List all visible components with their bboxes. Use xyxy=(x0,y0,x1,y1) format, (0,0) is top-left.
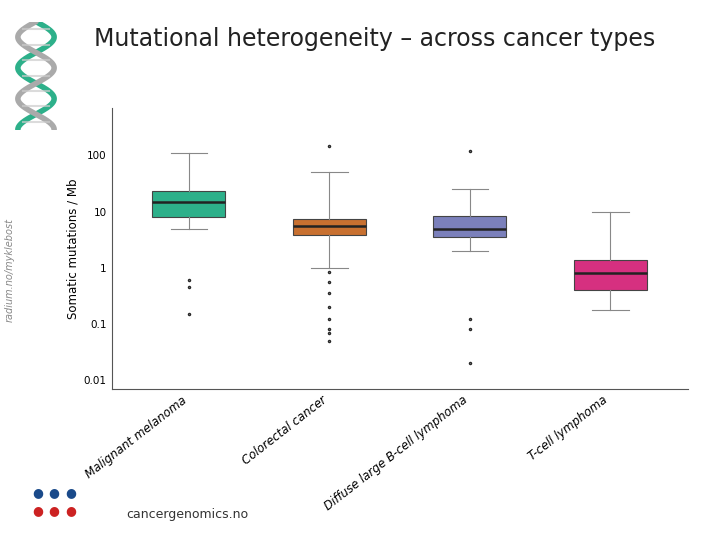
Y-axis label: Somatic mutations / Mb: Somatic mutations / Mb xyxy=(66,178,80,319)
Text: ●: ● xyxy=(48,486,60,499)
Text: ●: ● xyxy=(65,504,76,517)
Text: Mutational heterogeneity – across cancer types: Mutational heterogeneity – across cancer… xyxy=(94,27,655,51)
Text: ●: ● xyxy=(32,486,43,499)
Text: cancergenomics.no: cancergenomics.no xyxy=(126,508,248,521)
PathPatch shape xyxy=(153,191,225,217)
Text: ●: ● xyxy=(65,486,76,499)
Text: radium.no/myklebost: radium.no/myklebost xyxy=(4,218,14,322)
PathPatch shape xyxy=(433,215,506,237)
Text: ●: ● xyxy=(48,504,60,517)
PathPatch shape xyxy=(574,260,647,290)
Text: ●: ● xyxy=(32,504,43,517)
PathPatch shape xyxy=(293,219,366,235)
